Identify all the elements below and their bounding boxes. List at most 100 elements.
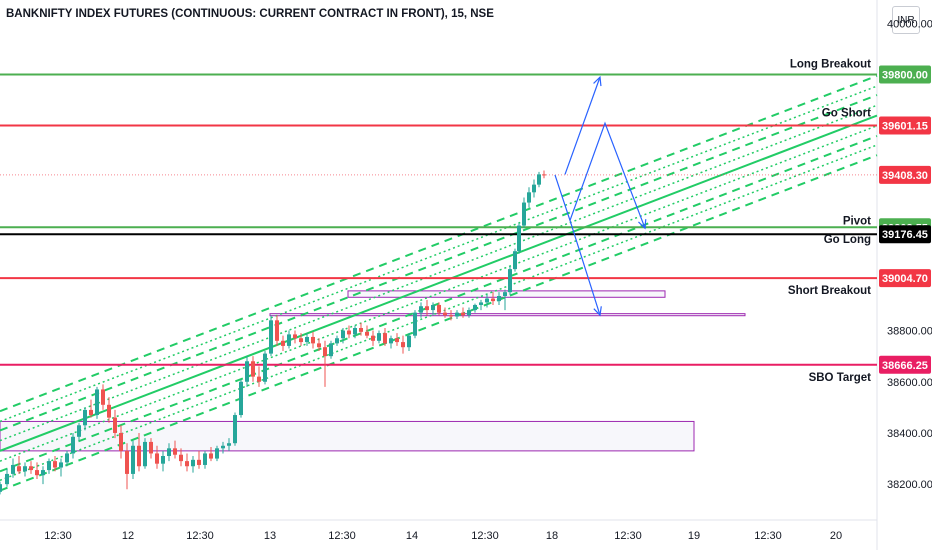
- candle-5[interactable]: [29, 466, 33, 471]
- candle-49[interactable]: [293, 334, 297, 339]
- candle-62[interactable]: [371, 335, 375, 341]
- price-tag-4[interactable]: [879, 225, 931, 244]
- candle-36[interactable]: [215, 448, 219, 459]
- candle-18[interactable]: [107, 404, 111, 418]
- candle-35[interactable]: [209, 453, 213, 459]
- candle-24[interactable]: [143, 441, 147, 467]
- candle-76[interactable]: [455, 312, 459, 317]
- candle-92[interactable]: [542, 174, 546, 176]
- candle-73[interactable]: [437, 304, 441, 313]
- channel-dotted-line-0[interactable]: [0, 144, 878, 482]
- candle-28[interactable]: [167, 448, 171, 456]
- candle-40[interactable]: [239, 381, 243, 416]
- candle-22[interactable]: [131, 445, 135, 474]
- candle-39[interactable]: [233, 415, 237, 444]
- channel-dotted-line-1[interactable]: [0, 125, 878, 462]
- channel-dotted-line-2[interactable]: [0, 104, 878, 442]
- candle-57[interactable]: [341, 330, 345, 339]
- candle-64[interactable]: [383, 333, 387, 344]
- candle-90[interactable]: [532, 184, 536, 193]
- candle-21[interactable]: [125, 450, 129, 474]
- currency-badge[interactable]: INR: [892, 6, 920, 34]
- candle-83[interactable]: [497, 296, 501, 302]
- forecast-arrow-2[interactable]: [569, 121, 646, 229]
- price-tag-6[interactable]: [879, 355, 931, 374]
- candle-89[interactable]: [527, 192, 531, 203]
- candle-50[interactable]: [299, 338, 303, 343]
- candle-70[interactable]: [419, 306, 423, 313]
- candle-78[interactable]: [467, 310, 471, 316]
- candle-20[interactable]: [119, 432, 123, 451]
- candle-19[interactable]: [113, 417, 117, 433]
- candle-23[interactable]: [137, 445, 141, 467]
- candle-81[interactable]: [485, 298, 489, 303]
- candle-74[interactable]: [443, 312, 447, 316]
- candle-52[interactable]: [311, 336, 315, 344]
- candle-1[interactable]: [5, 473, 9, 485]
- channel-dotted-line-3[interactable]: [0, 85, 878, 423]
- candle-17[interactable]: [101, 389, 105, 405]
- candle-56[interactable]: [335, 338, 339, 344]
- candle-4[interactable]: [23, 466, 27, 472]
- candle-41[interactable]: [245, 361, 249, 382]
- candle-33[interactable]: [197, 459, 201, 465]
- forecast-arrow-1[interactable]: [564, 76, 601, 175]
- candle-42[interactable]: [251, 361, 255, 377]
- candle-66[interactable]: [395, 338, 399, 343]
- candle-13[interactable]: [77, 425, 81, 437]
- channel-dashed-line-0[interactable]: [0, 154, 878, 492]
- candle-51[interactable]: [305, 336, 309, 343]
- candle-29[interactable]: [173, 448, 177, 455]
- candle-80[interactable]: [479, 302, 483, 305]
- candle-2[interactable]: [11, 464, 15, 474]
- candle-25[interactable]: [149, 441, 153, 454]
- candle-55[interactable]: [329, 343, 333, 357]
- candle-8[interactable]: [47, 461, 51, 471]
- candle-46[interactable]: [275, 320, 279, 341]
- candle-45[interactable]: [269, 320, 273, 354]
- candle-84[interactable]: [503, 292, 507, 296]
- candle-59[interactable]: [353, 328, 357, 335]
- zone-rect-0[interactable]: [0, 420, 695, 452]
- candle-32[interactable]: [191, 459, 195, 467]
- candle-65[interactable]: [389, 338, 393, 344]
- candle-72[interactable]: [431, 304, 435, 311]
- candle-91[interactable]: [537, 174, 541, 185]
- candle-79[interactable]: [473, 304, 477, 311]
- candle-3[interactable]: [17, 466, 21, 472]
- candle-0[interactable]: [0, 484, 2, 492]
- candle-53[interactable]: [317, 343, 321, 348]
- candle-69[interactable]: [413, 312, 417, 336]
- candle-60[interactable]: [359, 328, 363, 332]
- channel-dashed-line-3[interactable]: [0, 74, 878, 413]
- candle-7[interactable]: [41, 470, 45, 476]
- candle-26[interactable]: [155, 453, 159, 464]
- candle-37[interactable]: [221, 445, 225, 449]
- price-tag-0[interactable]: [879, 65, 931, 84]
- candle-6[interactable]: [35, 470, 39, 476]
- candle-68[interactable]: [407, 335, 411, 348]
- candle-27[interactable]: [161, 456, 165, 464]
- candle-10[interactable]: [59, 462, 63, 468]
- candle-48[interactable]: [287, 334, 291, 346]
- candle-15[interactable]: [89, 409, 93, 416]
- candle-63[interactable]: [377, 333, 381, 341]
- channel-dashed-line-2[interactable]: [0, 94, 878, 432]
- candle-31[interactable]: [185, 461, 189, 467]
- candle-61[interactable]: [365, 331, 369, 336]
- candle-14[interactable]: [83, 409, 87, 426]
- candle-34[interactable]: [203, 453, 207, 465]
- price-tag-1[interactable]: [879, 116, 931, 135]
- candle-71[interactable]: [425, 306, 429, 311]
- candle-11[interactable]: [65, 453, 69, 463]
- candle-77[interactable]: [461, 312, 465, 316]
- candle-43[interactable]: [257, 376, 261, 382]
- candle-67[interactable]: [401, 342, 405, 348]
- channel-median-line[interactable]: [0, 114, 878, 452]
- candle-88[interactable]: [522, 202, 526, 226]
- candle-85[interactable]: [508, 269, 512, 293]
- candle-87[interactable]: [517, 225, 521, 252]
- candle-54[interactable]: [323, 347, 327, 357]
- candle-16[interactable]: [95, 389, 99, 416]
